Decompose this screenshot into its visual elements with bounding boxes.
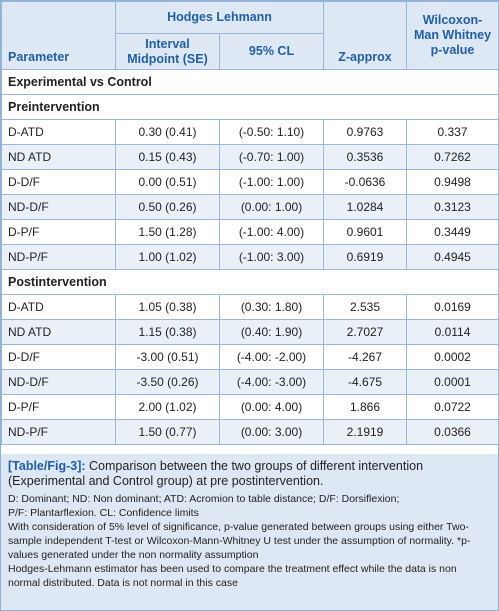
cell-confidence-limits: (-1.00: 3.00) [219,244,324,270]
cell-parameter: ND ATD [1,144,116,170]
cell-confidence-limits: (0.00: 4.00) [219,394,324,420]
caption-note-estimator: Hodges-Lehmann estimator has been used t… [8,563,457,589]
cell-z-approx: 2.1919 [323,419,407,445]
table-row: D-D/F 0.00 (0.51) (-1.00: 1.00) -0.0636 0.94… [1,169,499,195]
cell-p-value: 0.4945 [406,244,499,270]
table-row: ND-P/F 1.00 (1.02) (-1.00: 3.00) 0.6919 0.49… [1,244,499,270]
cell-p-value: 0.0002 [406,344,499,370]
cell-interval-midpoint: 1.15 (0.38) [115,319,220,345]
table-row: ND-D/F -3.50 (0.26) (-4.00: -3.00) -4.675 0.… [1,369,499,395]
cell-p-value: 0.3123 [406,194,499,220]
caption-note-abbrev-1: D: Dominant; ND: Non dominant; ATD: Acro… [8,493,400,505]
cell-parameter: D-ATD [1,119,116,145]
cell-confidence-limits: (0.30: 1.80) [219,294,324,320]
cell-confidence-limits: (-1.00: 1.00) [219,169,324,195]
cell-z-approx: 0.9763 [323,119,407,145]
cell-confidence-limits: (0.00: 3.00) [219,419,324,445]
table-body: Experimental vs Control Preintervention … [1,69,499,445]
cell-confidence-limits: (0.00: 1.00) [219,194,324,220]
cell-p-value: 0.7262 [406,144,499,170]
cell-confidence-limits: (-1.00: 4.00) [219,219,324,245]
cell-interval-midpoint: 2.00 (1.02) [115,394,220,420]
table-row: ND ATD 1.15 (0.38) (0.40: 1.90) 2.7027 0.011… [1,319,499,345]
caption-note-abbrev-2: P/F: Plantarflexion. CL: Confidence limi… [8,507,199,519]
section-label-post: Postintervention [1,269,499,295]
cell-p-value: 0.337 [406,119,499,145]
table-row: ND-D/F 0.50 (0.26) (0.00: 1.00) 1.0284 0.312… [1,194,499,220]
cell-confidence-limits: (-4.00: -2.00) [219,344,324,370]
cell-p-value: 0.0169 [406,294,499,320]
comparison-label: Experimental vs Control [1,69,499,95]
cell-confidence-limits: (0.40: 1.90) [219,319,324,345]
cell-p-value: 0.3449 [406,219,499,245]
cell-p-value: 0.0114 [406,319,499,345]
table-row: ND-P/F 1.50 (0.77) (0.00: 3.00) 2.1919 0.036… [1,419,499,445]
cell-parameter: D-D/F [1,169,116,195]
caption-note-significance: With consideration of 5% level of signif… [8,521,471,561]
cell-interval-midpoint: 0.00 (0.51) [115,169,220,195]
cell-z-approx: -4.675 [323,369,407,395]
table-row: ND ATD 0.15 (0.43) (-0.70: 1.00) 0.3536 0.72… [1,144,499,170]
table-row: D-P/F 1.50 (1.28) (-1.00: 4.00) 0.9601 0.344… [1,219,499,245]
caption-text: Comparison between the two groups of dif… [8,459,424,488]
cell-z-approx: 2.7027 [323,319,407,345]
cell-parameter: D-P/F [1,219,116,245]
cell-p-value: 0.0722 [406,394,499,420]
cell-z-approx: 0.3536 [323,144,407,170]
cell-confidence-limits: (-0.70: 1.00) [219,144,324,170]
cell-interval-midpoint: 1.50 (1.28) [115,219,220,245]
results-table: Parameter Hodges Lehmann Z-approx Wilcox… [1,1,499,445]
cell-z-approx: 1.0284 [323,194,407,220]
cell-parameter: ND ATD [1,319,116,345]
cell-interval-midpoint: 0.15 (0.43) [115,144,220,170]
cell-parameter: ND-D/F [1,194,116,220]
cell-interval-midpoint: 0.50 (0.26) [115,194,220,220]
col-parameter-header: Parameter [1,1,116,70]
cell-interval-midpoint: 1.05 (0.38) [115,294,220,320]
hodges-lehmann-header: Hodges Lehmann [115,1,324,34]
cell-z-approx: -4.267 [323,344,407,370]
table-row: D-ATD 0.30 (0.41) (-0.50: 1.10) 0.9763 0.337 [1,119,499,145]
cell-parameter: D-ATD [1,294,116,320]
cell-z-approx: 0.6919 [323,244,407,270]
cell-parameter: ND-D/F [1,369,116,395]
cell-interval-midpoint: 0.30 (0.41) [115,119,220,145]
col-cl-header: 95% CL [219,33,324,70]
cell-parameter: ND-P/F [1,419,116,445]
cell-interval-midpoint: 1.50 (0.77) [115,419,220,445]
col-z-header: Z-approx [323,1,407,70]
cell-z-approx: 2.535 [323,294,407,320]
col-p-header: Wilcoxon-Man Whitney p-value [406,1,499,70]
caption-main: [Table/Fig-3]: Comparison between the tw… [8,459,491,489]
cell-p-value: 0.0001 [406,369,499,395]
cell-z-approx: -0.0636 [323,169,407,195]
cell-confidence-limits: (-0.50: 1.10) [219,119,324,145]
cell-parameter: D-P/F [1,394,116,420]
col-interval-header: Interval Midpoint (SE) [115,33,220,70]
cell-z-approx: 0.9601 [323,219,407,245]
cell-p-value: 0.9498 [406,169,499,195]
cell-interval-midpoint: 1.00 (1.02) [115,244,220,270]
cell-confidence-limits: (-4.00: -3.00) [219,369,324,395]
cell-interval-midpoint: -3.50 (0.26) [115,369,220,395]
cell-interval-midpoint: -3.00 (0.51) [115,344,220,370]
cell-parameter: D-D/F [1,344,116,370]
table-row: D-P/F 2.00 (1.02) (0.00: 4.00) 1.866 0.0722 [1,394,499,420]
caption-label: [Table/Fig-3]: [8,459,86,473]
table-row: D-ATD 1.05 (0.38) (0.30: 1.80) 2.535 0.0169 [1,294,499,320]
cell-p-value: 0.0366 [406,419,499,445]
cell-parameter: ND-P/F [1,244,116,270]
table-header: Parameter Hodges Lehmann Z-approx Wilcox… [1,1,499,70]
table-caption: [Table/Fig-3]: Comparison between the tw… [1,454,498,610]
table-row: D-D/F -3.00 (0.51) (-4.00: -2.00) -4.267 0.0… [1,344,499,370]
cell-z-approx: 1.866 [323,394,407,420]
section-label-pre: Preintervention [1,94,499,120]
